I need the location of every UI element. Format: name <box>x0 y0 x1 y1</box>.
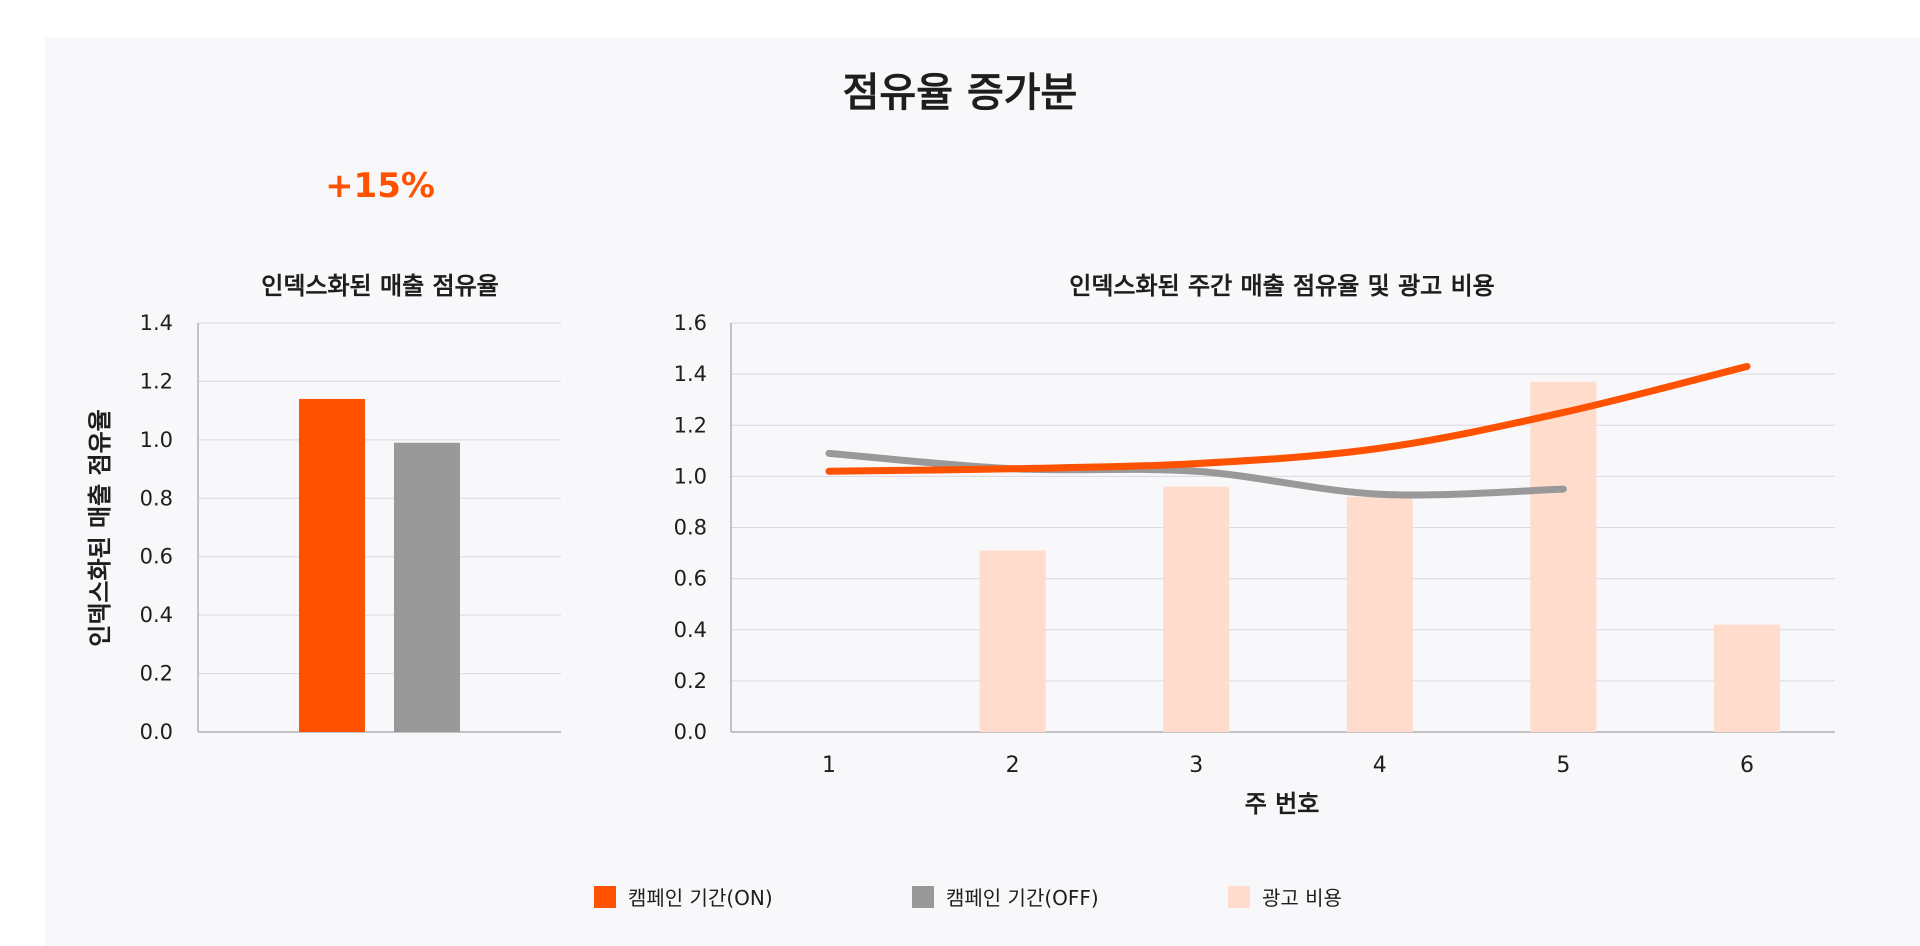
right-y-tick-label: 0.4 <box>674 618 707 642</box>
line-campaign-off <box>825 449 1567 499</box>
left-y-tick-label: 0.8 <box>140 486 173 510</box>
legend-item-off: 캠페인 기간(OFF) <box>912 882 1099 911</box>
bar-campaign-on <box>299 398 365 732</box>
legend-label-off: 캠페인 기간(OFF) <box>946 886 1099 910</box>
bar-ad-cost-week-4 <box>1346 496 1413 732</box>
right-x-tick-label: 1 <box>822 753 836 778</box>
share-increase-value: +15% <box>325 166 435 206</box>
legend-swatch-on <box>594 885 616 908</box>
line-campaign-on <box>825 362 1751 475</box>
right-y-tick-label: 1.0 <box>674 464 707 488</box>
bar-ad-cost-week-2 <box>979 550 1046 732</box>
bar-ad-cost-week-3 <box>1163 486 1230 732</box>
right-x-tick-label: 5 <box>1556 753 1570 778</box>
right-y-tick-label: 0.8 <box>674 516 707 540</box>
left-y-tick-label: 0.2 <box>140 662 173 686</box>
left-y-tick-label: 0.6 <box>140 545 173 569</box>
legend-item-on: 캠페인 기간(ON) <box>594 882 773 911</box>
right-y-tick-label: 0.0 <box>674 720 707 744</box>
right-x-tick-label: 3 <box>1189 753 1203 778</box>
legend-item-ad-cost: 광고 비용 <box>1228 882 1342 911</box>
right-y-tick-label: 1.2 <box>674 413 707 437</box>
left-y-tick-label: 1.4 <box>140 311 173 335</box>
right-y-tick-label: 1.6 <box>674 311 707 335</box>
left-y-tick-label: 0.0 <box>140 720 173 744</box>
right-y-tick-label: 1.4 <box>674 362 707 386</box>
page-title: 점유율 증가분 <box>842 70 1078 116</box>
legend-swatch-ad-cost <box>1228 885 1250 908</box>
left-y-axis-title: 인덱스화된 매출 점유율 <box>86 409 114 647</box>
right-chart-title: 인덱스화된 주간 매출 점유율 및 광고 비용 <box>1069 272 1495 300</box>
legend-swatch-off <box>912 885 934 908</box>
left-y-tick-label: 0.4 <box>140 603 173 627</box>
legend-label-ad-cost: 광고 비용 <box>1262 886 1342 910</box>
left-y-tick-label: 1.2 <box>140 369 173 393</box>
chart-legend: 캠페인 기간(ON) 캠페인 기간(OFF) 광고 비용 <box>0 882 1920 912</box>
legend-label-on: 캠페인 기간(ON) <box>628 886 773 910</box>
right-x-tick-label: 2 <box>1006 753 1020 778</box>
bar-ad-cost-week-6 <box>1714 624 1780 732</box>
right-y-tick-label: 0.2 <box>674 669 707 693</box>
right-y-tick-label: 0.6 <box>674 567 707 591</box>
left-y-tick-label: 1.0 <box>140 428 173 452</box>
bar-ad-cost-week-5 <box>1530 381 1597 732</box>
right-x-tick-label: 4 <box>1373 753 1387 778</box>
right-x-axis-title: 주 번호 <box>1245 790 1320 818</box>
left-chart-title: 인덱스화된 매출 점유율 <box>261 272 499 300</box>
right-x-tick-label: 6 <box>1740 753 1754 778</box>
bar-campaign-off <box>394 442 460 732</box>
